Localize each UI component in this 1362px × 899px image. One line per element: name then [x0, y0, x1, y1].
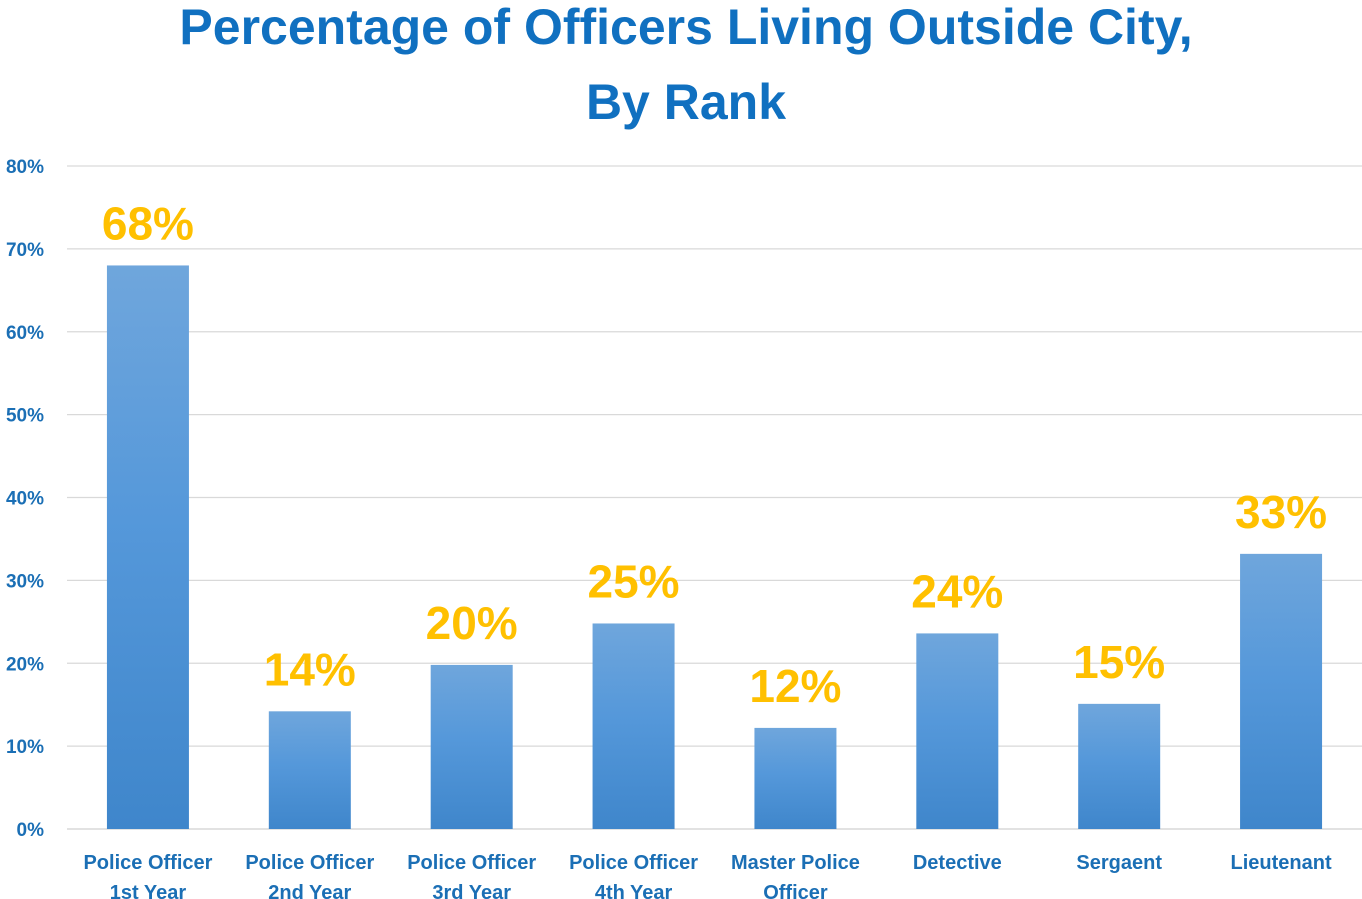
y-tick-label: 40% — [6, 489, 44, 510]
bar — [430, 664, 513, 829]
x-tick-label: Police Officer 3rd Year — [407, 852, 536, 899]
data-label: 68% — [102, 197, 194, 249]
y-tick-label: 20% — [6, 654, 44, 675]
y-tick-label: 50% — [6, 406, 44, 427]
bar — [106, 265, 189, 829]
data-label: 25% — [588, 555, 680, 607]
chart-title: Percentage of Officers Living Outside Ci… — [179, 0, 1192, 130]
data-labels: 68% 14% 20% 25% 12% 24% 15% 33% — [102, 197, 1327, 711]
data-label: 24% — [911, 565, 1003, 617]
bar — [754, 727, 837, 829]
y-tick-label: 70% — [6, 240, 44, 261]
y-tick-label: 60% — [6, 323, 44, 344]
gridlines — [67, 165, 1362, 830]
data-label: 33% — [1235, 486, 1327, 538]
data-label: 12% — [749, 660, 841, 712]
x-tick-label: Police Officer 2nd Year — [245, 852, 374, 899]
x-tick-label: Sergaent — [1076, 852, 1162, 874]
x-axis-tick-labels: Police Officer 1st Year Police Officer 2nd … — [83, 852, 1331, 899]
x-tick-label: Police Officer 1st Year — [83, 852, 212, 899]
x-tick-label: Master Police Officer — [731, 852, 860, 899]
y-tick-label: 10% — [6, 737, 44, 758]
data-label: 14% — [264, 643, 356, 695]
bar — [916, 633, 999, 829]
y-tick-label: 30% — [6, 571, 44, 592]
data-label: 20% — [426, 597, 518, 649]
bar — [592, 623, 675, 829]
bar — [1240, 553, 1323, 829]
x-tick-label: Detective — [913, 852, 1002, 874]
x-tick-label: Lieutenant — [1231, 852, 1332, 874]
chart-title-line-1: Percentage of Officers Living Outside Ci… — [179, 0, 1192, 55]
y-tick-label: 0% — [17, 820, 45, 841]
data-label: 15% — [1073, 636, 1165, 688]
bar — [268, 711, 351, 829]
chart-title-line-2: By Rank — [586, 74, 786, 130]
y-axis-tick-labels: 0% 10% 20% 30% 40% 50% 60% 70% 80% — [6, 157, 44, 841]
bar — [1078, 703, 1161, 829]
y-tick-label: 80% — [6, 157, 44, 178]
x-tick-label: Police Officer 4th Year — [569, 852, 698, 899]
bars — [106, 265, 1323, 829]
